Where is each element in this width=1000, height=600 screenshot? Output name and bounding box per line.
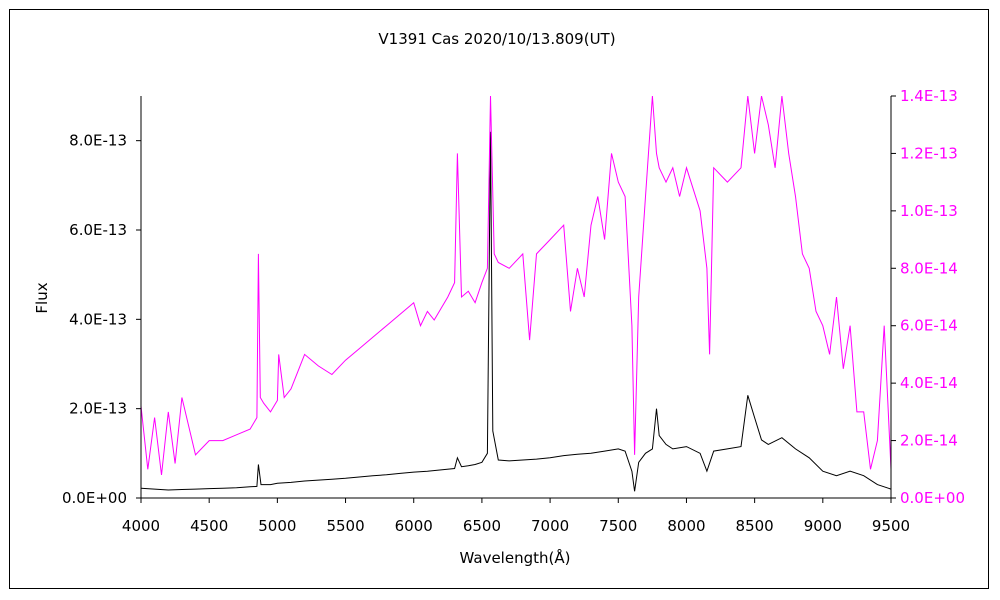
left-y-tick-label: 4.0E-13 bbox=[69, 310, 127, 328]
x-tick-label: 7500 bbox=[599, 517, 637, 535]
left-y-tick-label: 8.0E-13 bbox=[69, 132, 127, 150]
chart-title: V1391 Cas 2020/10/13.809(UT) bbox=[378, 30, 615, 48]
x-tick-label: 6500 bbox=[463, 517, 501, 535]
x-tick-label: 4500 bbox=[190, 517, 228, 535]
right-y-tick-label: 8.0E-14 bbox=[900, 259, 958, 277]
right-y-tick-label: 4.0E-14 bbox=[900, 374, 958, 392]
series-right-axis-line bbox=[141, 96, 891, 476]
x-tick-label: 9000 bbox=[804, 517, 842, 535]
x-axis-label: Wavelength(Å) bbox=[460, 548, 571, 567]
y-axis-label: Flux bbox=[33, 282, 51, 313]
x-tick-label: 4000 bbox=[122, 517, 160, 535]
series-left-axis-line bbox=[141, 131, 891, 492]
chart-frame bbox=[9, 9, 989, 589]
x-tick-label: 5000 bbox=[258, 517, 296, 535]
right-y-tick-label: 0.0E+00 bbox=[900, 489, 965, 507]
series-layer bbox=[141, 96, 891, 492]
x-tick-label: 9500 bbox=[872, 517, 910, 535]
axes-layer: 4000 4500 5000 5500 6000 6500 7000 7500 8000 8500… bbox=[62, 87, 965, 535]
right-y-tick-label: 1.4E-13 bbox=[900, 87, 958, 105]
x-tick-label: 6000 bbox=[395, 517, 433, 535]
x-tick-label: 8500 bbox=[736, 517, 774, 535]
right-y-tick-label: 1.2E-13 bbox=[900, 144, 958, 162]
right-y-tick-label: 1.0E-13 bbox=[900, 202, 958, 220]
right-y-tick-label: 2.0E-14 bbox=[900, 432, 958, 450]
x-tick-label: 5500 bbox=[326, 517, 364, 535]
right-y-tick-label: 6.0E-14 bbox=[900, 317, 958, 335]
left-y-tick-label: 2.0E-13 bbox=[69, 400, 127, 418]
x-tick-label: 8000 bbox=[667, 517, 705, 535]
x-tick-label: 7000 bbox=[531, 517, 569, 535]
left-y-tick-label: 0.0E+00 bbox=[62, 489, 127, 507]
left-y-tick-label: 6.0E-13 bbox=[69, 221, 127, 239]
